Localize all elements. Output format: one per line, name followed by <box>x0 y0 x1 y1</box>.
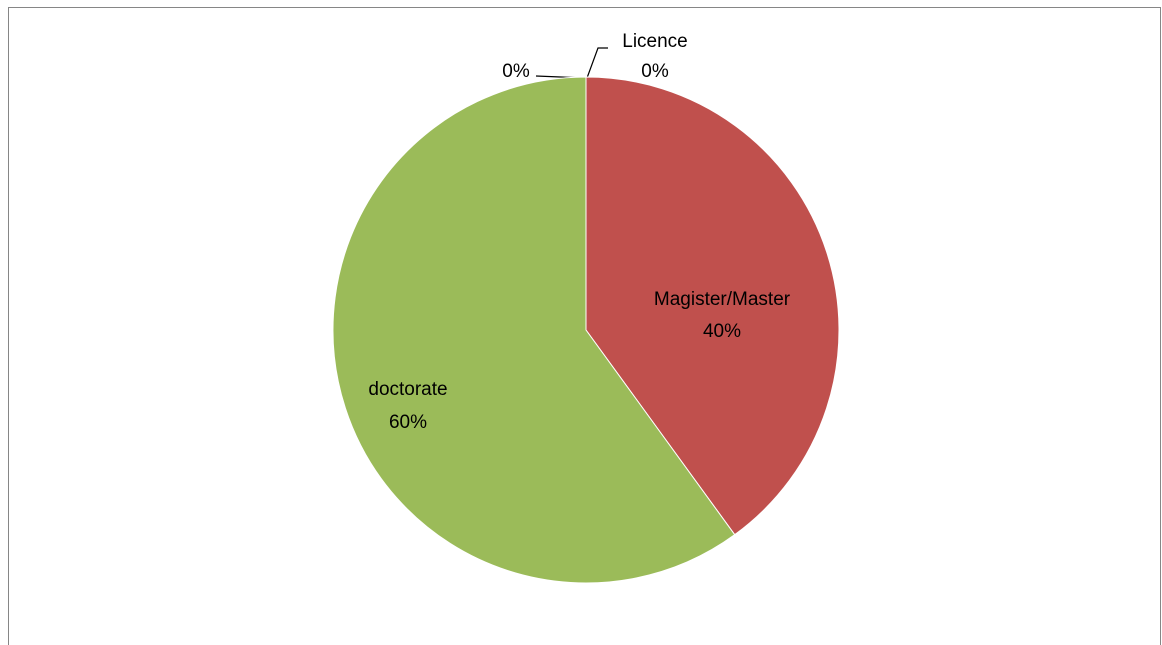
value-label: 0% <box>502 61 530 82</box>
leader-line <box>586 47 608 79</box>
slice-label: Licence <box>622 31 688 52</box>
value-label: 40% <box>703 321 741 342</box>
value-label: 60% <box>389 412 427 433</box>
slice-label: Magister/Master <box>654 289 791 310</box>
chart-border <box>8 7 1161 645</box>
slice-label: doctorate <box>368 379 447 400</box>
pie-slice <box>585 76 840 536</box>
value-label: 0% <box>641 61 669 82</box>
pie-slice <box>332 76 736 584</box>
